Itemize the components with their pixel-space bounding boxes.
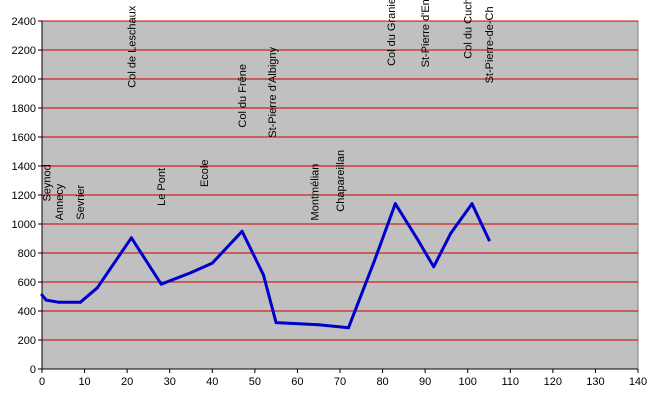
data-point [44,298,48,302]
place-label: Chapareillan [335,150,347,212]
data-point [129,236,133,240]
data-point [95,286,99,290]
y-tick-label: 2000 [12,74,36,86]
place-label: Col du Frêne [237,64,249,128]
x-tick-label: 130 [586,376,604,388]
place-label: Annecy [54,183,66,220]
place-label: Ecole [199,159,211,187]
x-tick-label: 50 [249,376,261,388]
horizontal-gridlines [42,20,638,341]
data-series [40,202,491,330]
x-tick-label: 120 [544,376,562,388]
place-label: Col du Cucheron [463,0,475,59]
y-tick-label: 600 [18,277,36,289]
data-point [240,229,244,233]
place-label: Col de Leschaux [126,5,138,87]
x-tick-label: 90 [419,376,431,388]
y-tick-label: 0 [30,364,36,376]
place-label: St-Pierre d'Entremont [420,0,432,67]
y-tick-label: 1400 [12,161,36,173]
y-tick-label: 1800 [12,103,36,115]
x-tick-label: 20 [121,376,133,388]
y-axis: 0 200 400 600 800 1000 1200 1400 1600 1800 2000 220… [12,16,43,376]
data-point [78,300,82,304]
place-label: Col du Granier [386,0,398,66]
x-tick-label: 140 [629,376,647,388]
data-point [261,273,265,277]
data-point [449,231,453,235]
x-tick-label: 70 [334,376,346,388]
y-tick-label: 1600 [12,132,36,144]
data-point [372,260,376,264]
x-tick-label: 0 [39,376,45,388]
x-tick-label: 30 [164,376,176,388]
data-point [317,323,321,327]
data-point [57,300,61,304]
data-point [470,202,474,206]
y-tick-label: 1000 [12,219,36,231]
data-point [415,236,419,240]
data-point [432,265,436,269]
data-point [347,326,351,330]
data-point [210,261,214,265]
y-tick-label: 200 [18,335,36,347]
data-point [189,271,193,275]
data-point [159,282,163,286]
place-label: Seynod [41,164,53,201]
y-tick-label: 1200 [12,190,36,202]
x-tick-label: 100 [459,376,477,388]
y-tick-label: 2400 [12,16,36,28]
x-tick-label: 40 [206,376,218,388]
place-label: Le Pont [156,168,168,206]
data-point [40,293,44,297]
place-label: Sevrier [75,185,87,220]
y-tick-label: 400 [18,306,36,318]
data-point [274,321,278,325]
y-tick-label: 800 [18,248,36,260]
data-point [487,238,491,242]
place-label: St-Pierre-de-Ch [484,6,496,83]
x-tick-label: 10 [78,376,90,388]
x-tick-label: 60 [291,376,303,388]
data-point [393,202,397,206]
y-tick-label: 2200 [12,45,36,57]
x-tick-label: 80 [376,376,388,388]
x-tick-label: 110 [502,376,520,388]
place-label: Montmélian [309,164,321,221]
x-axis: 0 10 20 30 40 50 60 70 80 90 100 110 120 130 140 [39,368,647,388]
place-label: St-Pierre d'Albigny [267,46,279,137]
